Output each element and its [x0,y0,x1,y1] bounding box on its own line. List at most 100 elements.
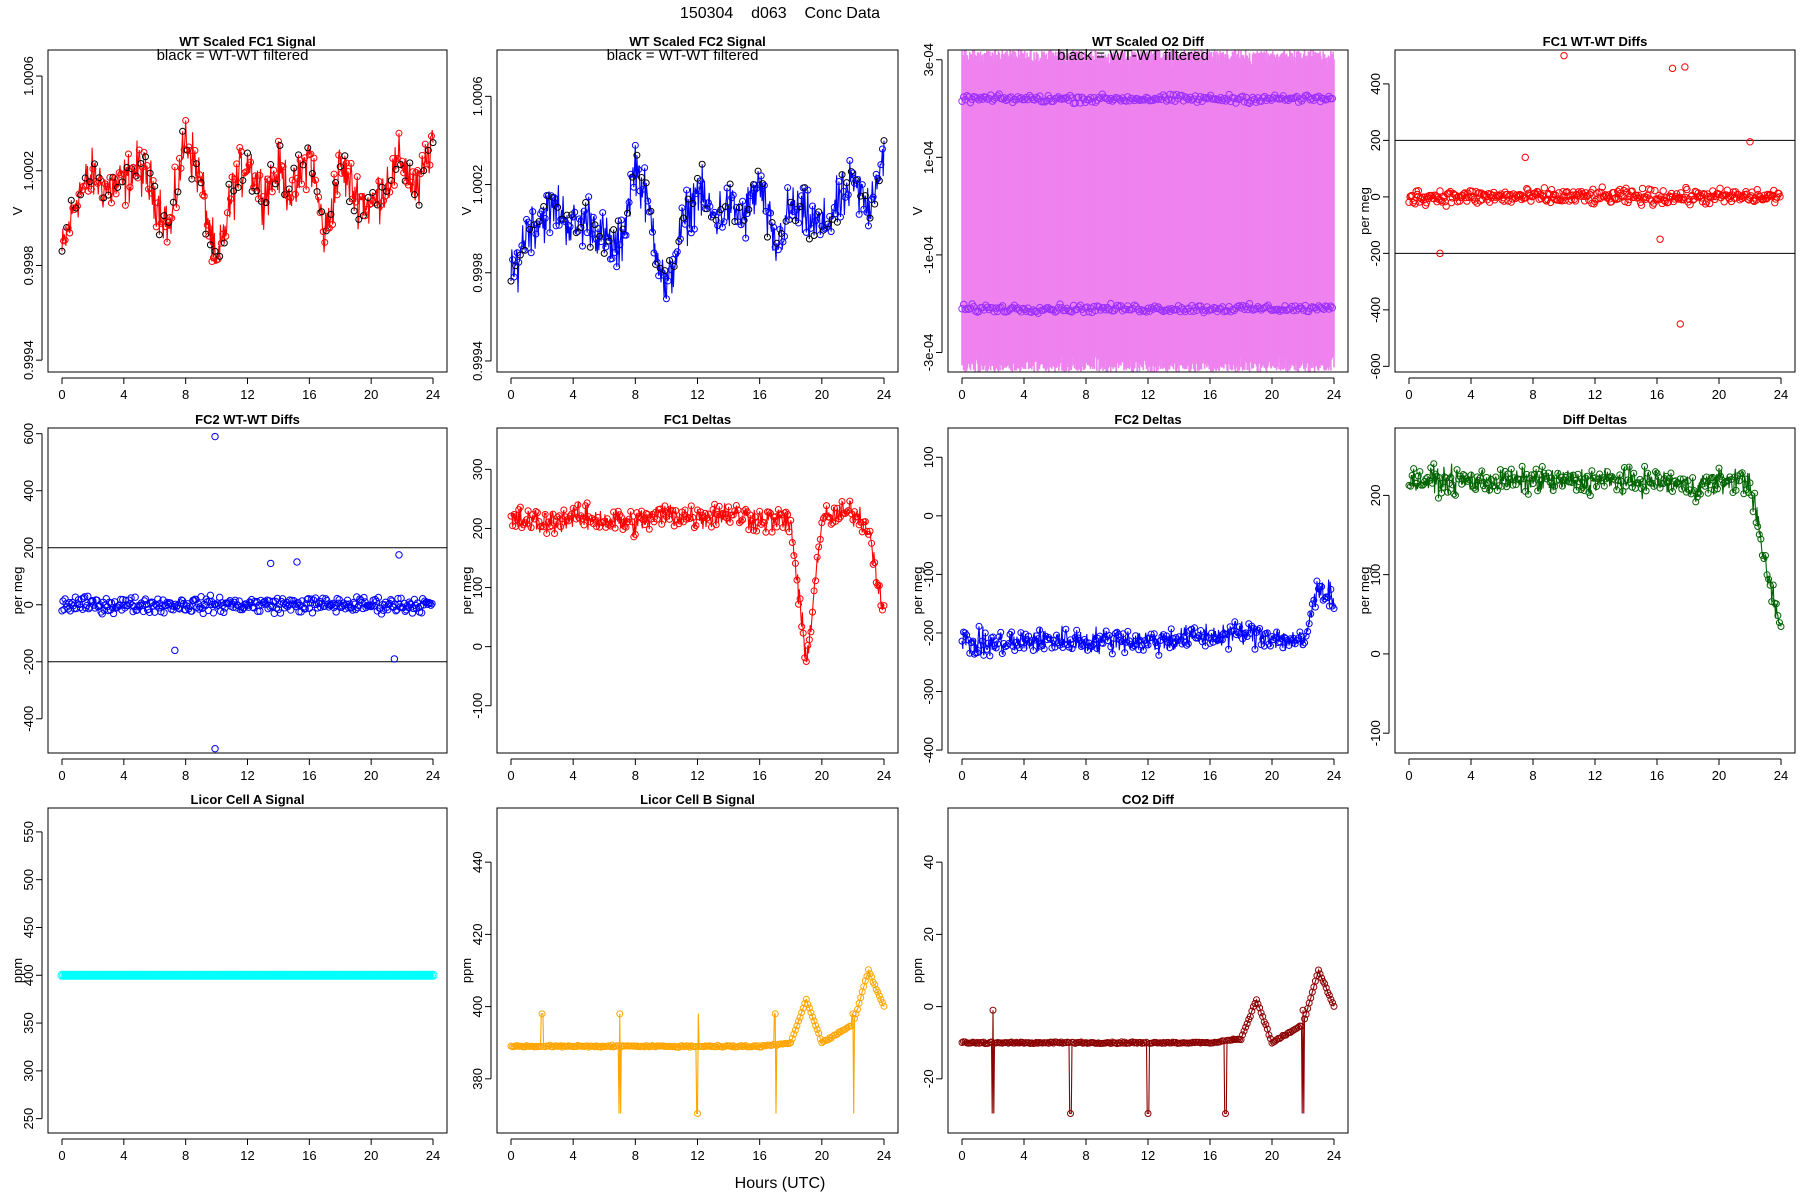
data-point [1478,467,1486,475]
data-point [681,506,689,514]
data-point [1282,635,1290,643]
x-tick-label: 4 [570,387,577,402]
y-tick-label: -300 [921,678,936,704]
data-point [1695,489,1703,497]
data-point [291,190,299,198]
y-tick-label: 500 [21,869,36,891]
data-point [810,1017,818,1025]
data-point [729,511,737,519]
data-point [58,247,66,255]
data-point [1184,640,1192,648]
data-point [664,277,672,285]
data-point [90,160,98,168]
data-point [1088,98,1096,106]
data-point [1299,641,1307,649]
data-point [776,225,784,233]
data-point [1684,477,1692,485]
panel-title: FC2 WT-WT Diffs [195,412,300,427]
data-point [1018,638,1026,646]
data-point [1538,463,1546,471]
data-point [788,211,796,219]
data-point [524,507,532,515]
data-point [1571,476,1579,484]
data-point [603,515,611,523]
data-point [543,529,551,537]
data-point [1167,625,1175,633]
data-point [669,506,677,514]
data-point [725,503,733,511]
data-point [1231,618,1239,626]
data-point [1100,303,1108,312]
data-point [706,202,714,210]
data-point [1504,470,1512,478]
data-point [846,157,854,165]
data-point [877,161,885,169]
data-point [169,198,177,206]
data-point [278,162,286,170]
data-point [1251,1000,1259,1008]
data-point [714,222,722,230]
x-tick-label: 0 [958,1148,965,1163]
data-point [321,238,329,246]
outlier-point [1656,235,1664,243]
data-point [1548,474,1556,482]
x-tick-label: 16 [752,768,766,783]
data-point [131,593,139,601]
data-point [1724,476,1732,484]
data-point [1414,187,1423,195]
y-tick-label: 400 [21,480,36,502]
data-point [336,163,344,171]
data-point [739,197,747,205]
data-point [1299,306,1308,314]
data-point [877,996,885,1004]
data-point [1628,483,1636,491]
data-point [1439,483,1447,491]
data-point [833,504,841,512]
data-point [673,516,681,524]
y-tick-label: -100 [470,693,485,719]
data-point [361,212,369,220]
plot-area [958,50,1337,372]
y-tick-label: 200 [1368,130,1383,152]
data-point [1195,632,1203,640]
data-point [826,513,834,521]
data-point [1531,470,1539,478]
data-point [111,174,119,182]
data-point [715,502,723,510]
data-point [1008,628,1016,636]
x-tick-label: 20 [1265,387,1279,402]
data-point [835,178,843,186]
data-point [197,179,205,187]
data-point [1651,468,1659,476]
data-point [1110,306,1118,315]
data-point [1324,594,1332,602]
data-point [1762,551,1769,559]
data-point [784,511,792,519]
data-point [1681,478,1689,486]
data-point [583,499,591,507]
data-point [86,603,94,611]
y-tick-label: 100 [1368,564,1383,586]
data-point [1323,303,1331,311]
data-point [735,203,743,211]
data-point [742,234,750,242]
x-tick-label: 12 [1588,387,1602,402]
data-point [790,1030,798,1038]
data-point [798,192,806,200]
data-point [1305,999,1313,1007]
data-point [1659,187,1667,195]
x-tick-label: 24 [426,768,440,783]
y-tick-label: 200 [21,537,36,559]
data-point [740,507,748,515]
data-point [616,1010,624,1018]
data-point [1473,473,1481,481]
data-point [61,236,69,244]
data-point [1517,475,1525,483]
data-point [847,1022,855,1030]
data-point [872,170,880,178]
data-point [1558,482,1566,490]
data-point [799,629,807,637]
data-point [1029,306,1037,314]
data-point [366,201,374,209]
